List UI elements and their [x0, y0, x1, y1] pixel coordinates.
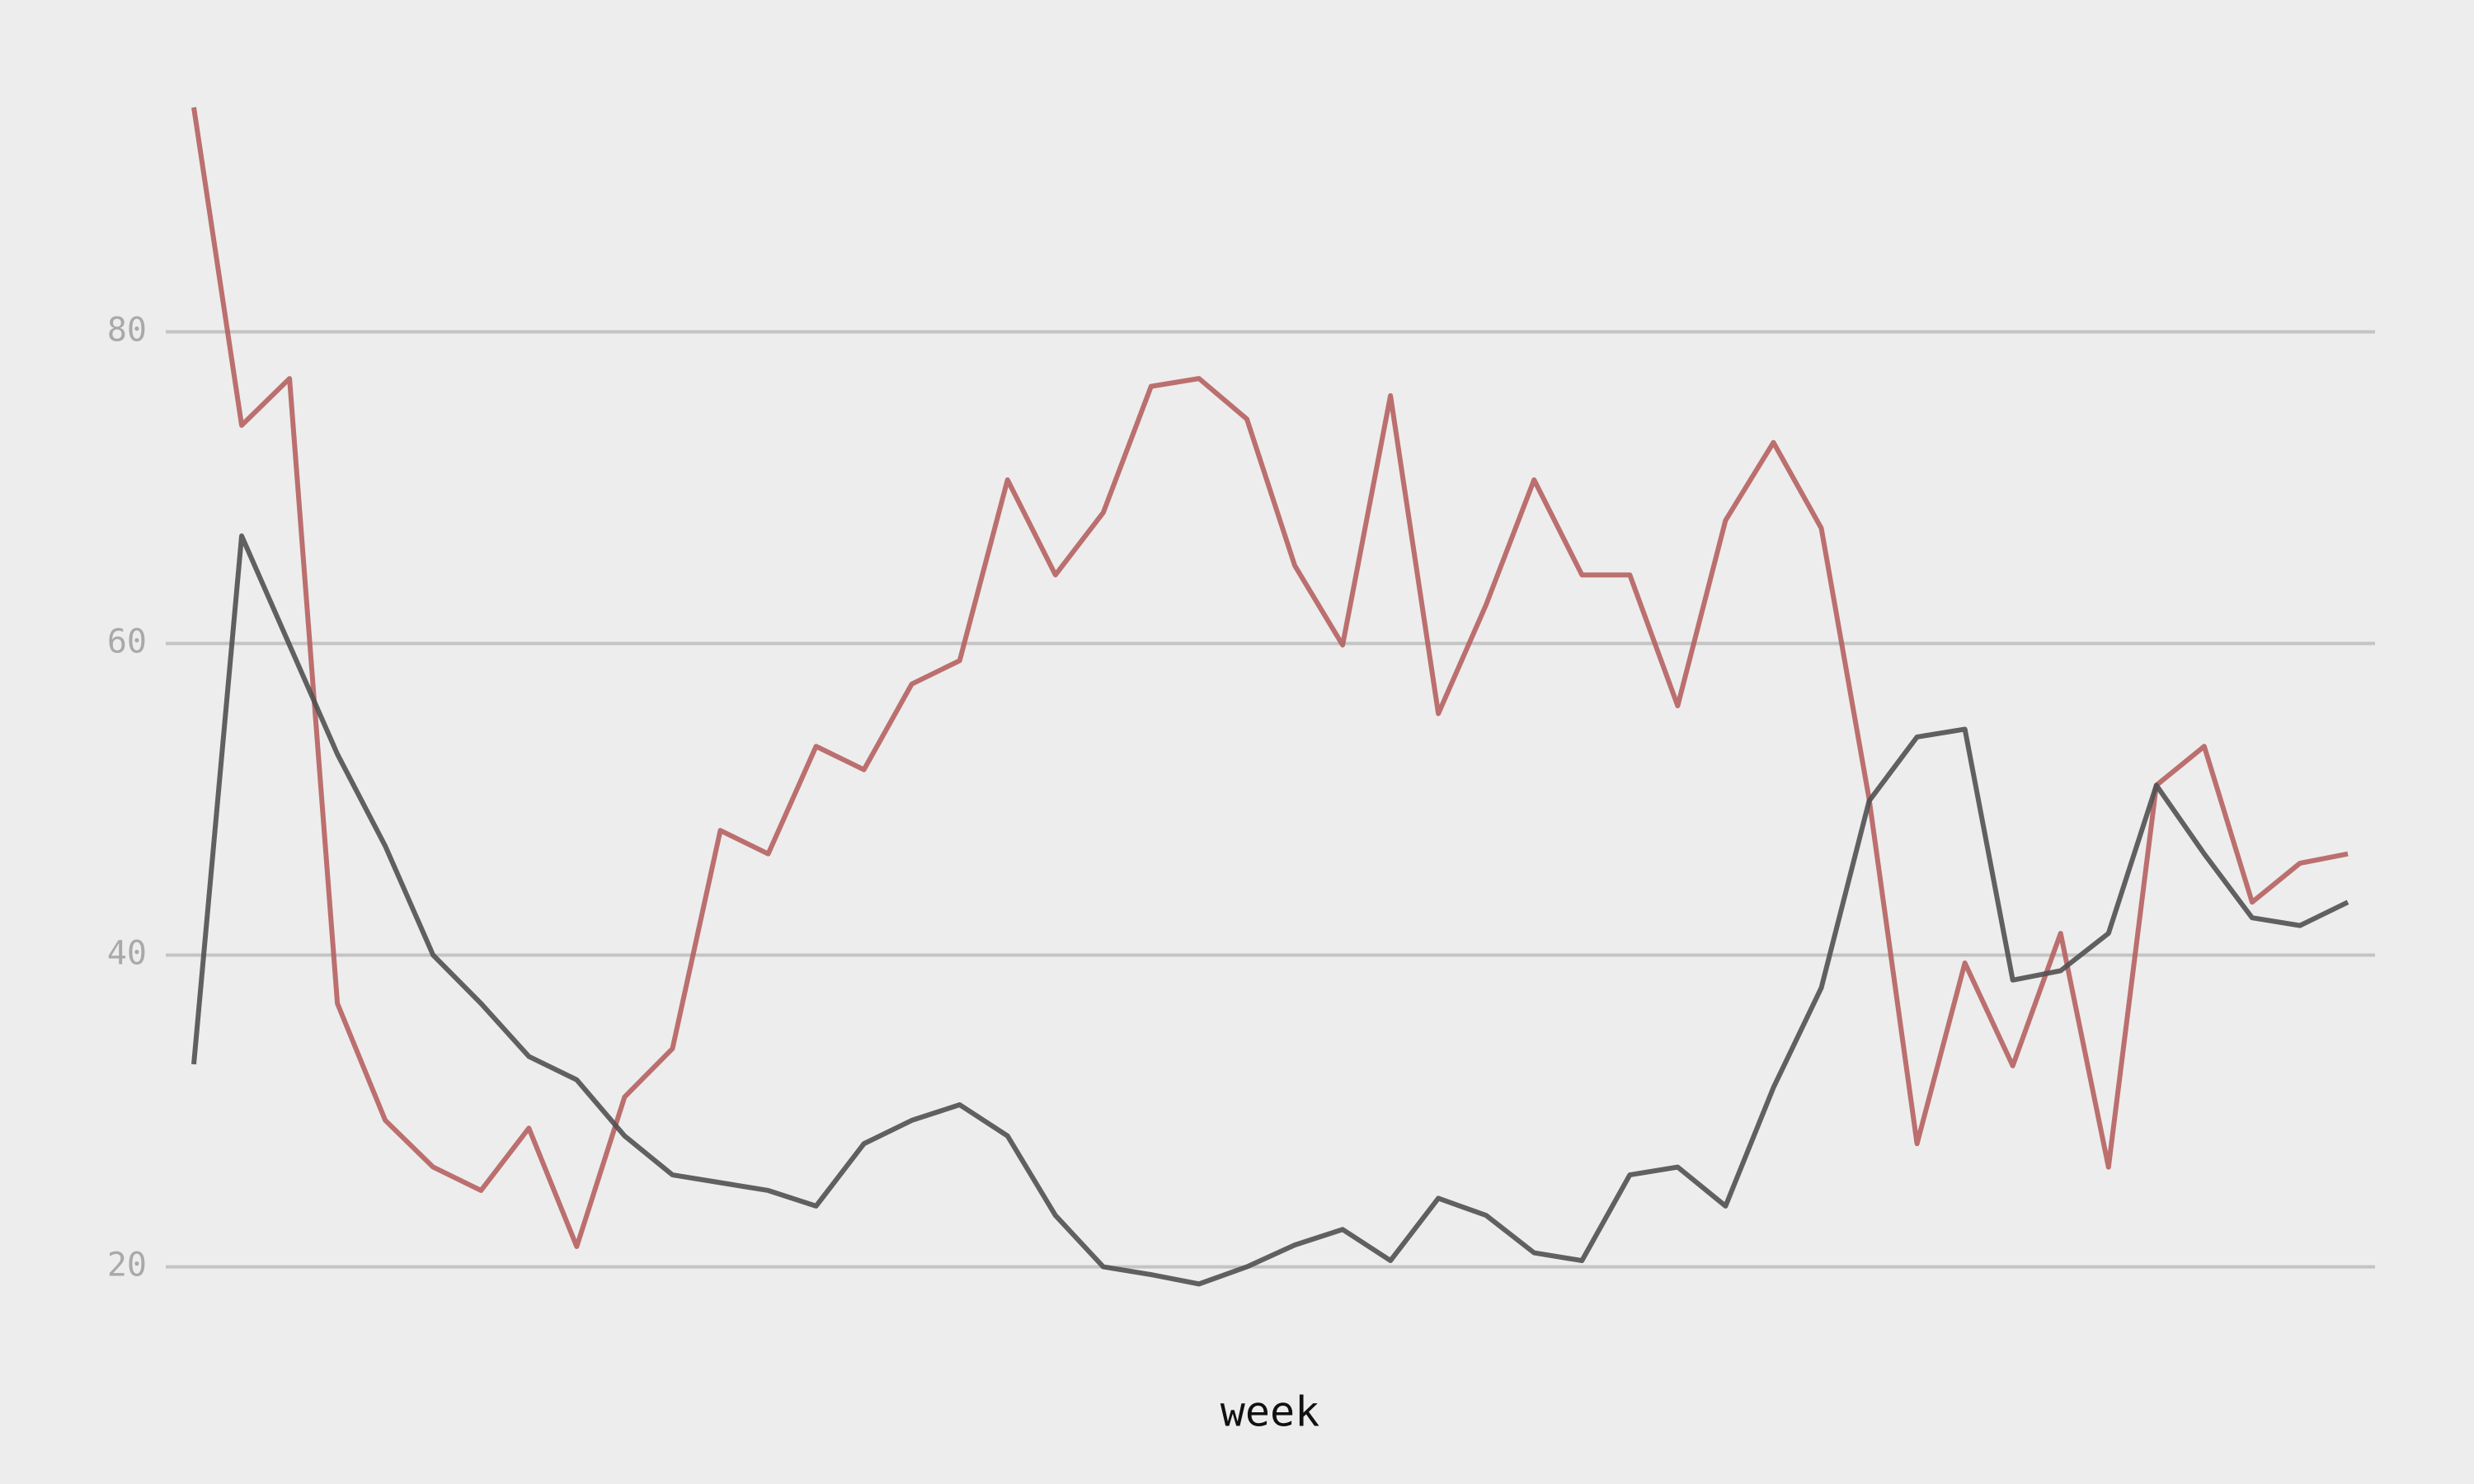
y-tick-label: 80: [107, 311, 147, 349]
data-line: [191, 533, 2349, 1287]
y-tick-label: 60: [107, 622, 147, 660]
x-axis-label: week: [1221, 1388, 1319, 1436]
y-tick-label: 40: [107, 935, 147, 973]
y-tick-label: 20: [107, 1247, 147, 1284]
data-line: [191, 106, 2349, 1250]
